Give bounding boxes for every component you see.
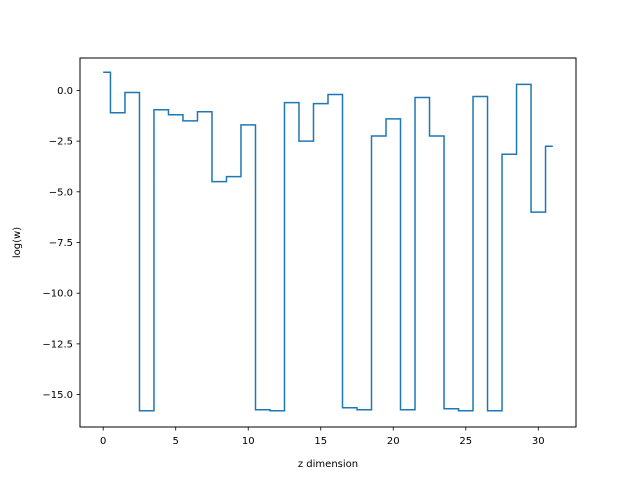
x-tick-label: 10 [242,436,255,447]
y-tick-label: −2.5 [49,137,73,148]
x-tick-label: 15 [314,436,327,447]
x-tick-label: 0 [100,436,106,447]
x-tick-label: 5 [173,436,179,447]
x-axis-ticks: 0 5 10 15 20 25 30 [100,427,545,447]
x-axis-label: z dimension [298,459,358,470]
y-tick-label: −7.5 [49,238,73,249]
y-tick-label: −5.0 [49,187,73,198]
y-tick-label: 0.0 [57,86,73,97]
x-tick-label: 20 [387,436,400,447]
series-line-0 [103,71,553,412]
y-tick-label: −15.0 [42,390,73,401]
x-tick-label: 30 [532,436,545,447]
x-tick-label: 25 [459,436,472,447]
series-layer [103,71,553,412]
y-tick-label: −10.0 [42,289,73,300]
y-axis-ticks: 0.0 −2.5 −5.0 −7.5 −10.0 −12.5 −15.0 [42,86,80,401]
y-axis-label: log(w) [12,227,23,258]
y-tick-label: −12.5 [42,339,73,350]
